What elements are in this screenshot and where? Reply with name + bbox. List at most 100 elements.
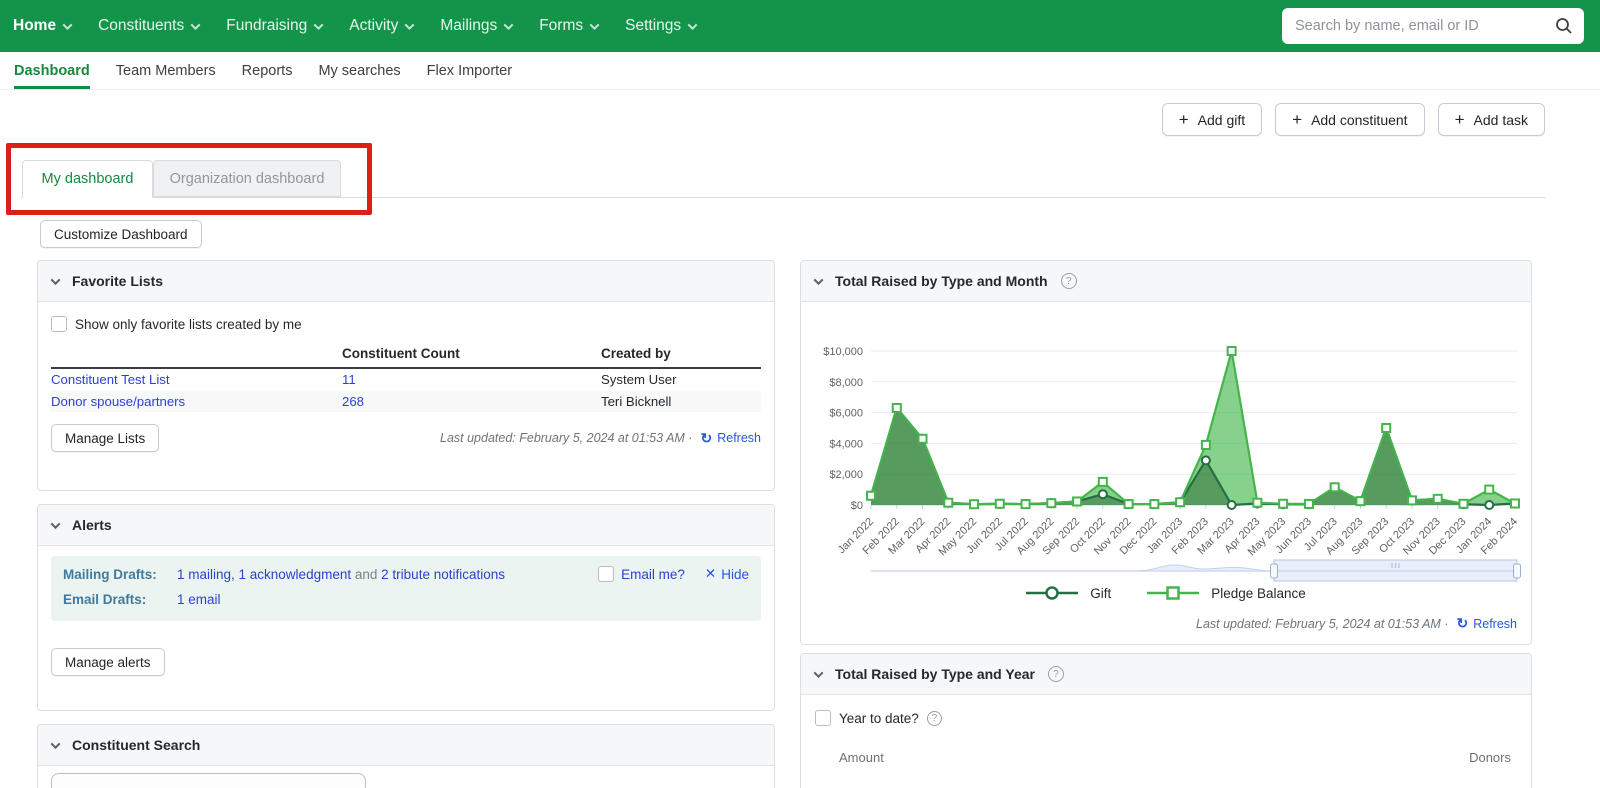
collapse-chevron-icon[interactable] (50, 738, 61, 749)
navigator-handle-left[interactable] (1270, 563, 1278, 579)
favorite-lists-header: Favorite Lists (38, 261, 774, 302)
hide-link[interactable]: ✕ Hide (705, 566, 749, 582)
constituent-count-link[interactable]: 268 (342, 393, 365, 409)
email-drafts-link[interactable]: 1 email (177, 592, 221, 608)
nav-item-home[interactable]: Home (13, 17, 73, 35)
subnav-item-team-members[interactable]: Team Members (115, 62, 216, 79)
subnav-item-dashboard[interactable]: Dashboard (14, 52, 90, 89)
svg-text:$4,000: $4,000 (829, 438, 863, 450)
search-input[interactable] (1282, 8, 1584, 44)
add-task-button[interactable]: + Add task (1437, 103, 1545, 136)
raised-by-year-header: Total Raised by Type and Year ? (801, 654, 1531, 695)
nav-item-fundraising[interactable]: Fundraising (226, 17, 324, 35)
manage-lists-button[interactable]: Manage Lists (51, 424, 160, 452)
legend-pledge-label: Pledge Balance (1211, 585, 1306, 601)
raised-by-month-panel: Total Raised by Type and Month ? $0 $2,00… (800, 260, 1532, 645)
main-nav-items: Home Constituents Fundraising Activity M… (13, 17, 698, 35)
svg-text:$8,000: $8,000 (829, 377, 863, 389)
add-gift-button[interactable]: + Add gift (1161, 103, 1263, 136)
refresh-icon: ↻ (1456, 615, 1469, 631)
alerts-header: Alerts (38, 505, 774, 546)
mailing-drafts-label: Mailing Drafts: (63, 567, 157, 582)
gift-series-icon (1026, 586, 1079, 600)
alerts-panel: Alerts Mailing Drafts: 1 mailing, 1 ackn… (37, 504, 775, 711)
subnav-item-reports[interactable]: Reports (241, 62, 293, 79)
tribute-notifications-link[interactable]: 2 tribute notifications (381, 567, 505, 582)
help-icon[interactable]: ? (1047, 666, 1064, 682)
raised-by-month-chart: $0 $2,000 $4,000 $6,000 $8,000 $10,000 Jan 202… (809, 309, 1525, 566)
list-name-link[interactable]: Donor spouse/partners (51, 393, 186, 409)
collapse-chevron-icon[interactable] (813, 667, 824, 678)
collapse-chevron-icon[interactable] (50, 518, 61, 529)
last-updated-text: Last updated: February 5, 2024 at 01:53 … (1196, 616, 1449, 631)
nav-item-mailings[interactable]: Mailings (440, 17, 514, 35)
refresh-link[interactable]: ↻ Refresh (1456, 615, 1517, 632)
email-me-control[interactable]: Email me? (598, 566, 685, 582)
favorites-filter-checkbox[interactable] (51, 316, 67, 332)
nav-item-constituents[interactable]: Constituents (98, 17, 201, 35)
email-drafts-label: Email Drafts: (63, 592, 147, 608)
chevron-down-icon (62, 19, 73, 30)
favorites-table: Constituent Count Created by Constituent… (51, 346, 761, 412)
hide-label: Hide (721, 566, 749, 582)
dashboard-tabstrip: My dashboard Organization dashboard (21, 160, 1545, 198)
constituent-search-panel: Constituent Search (37, 724, 775, 788)
ytd-checkbox[interactable] (815, 710, 831, 726)
mailing-drafts-link[interactable]: 1 mailing, 1 acknowledgment (177, 567, 352, 582)
subnav-item-my-searches[interactable]: My searches (318, 62, 401, 79)
help-icon[interactable]: ? (1060, 273, 1077, 289)
favorites-table-header: Constituent Count Created by (51, 346, 761, 369)
collapse-chevron-icon[interactable] (813, 274, 824, 285)
chevron-down-icon (404, 19, 415, 30)
nav-item-label: Settings (625, 17, 682, 34)
email-me-label: Email me? (621, 566, 685, 582)
list-name-link[interactable]: Constituent Test List (51, 372, 170, 388)
legend-pledge-balance[interactable]: Pledge Balance (1147, 585, 1306, 601)
subnav-item-flex-importer[interactable]: Flex Importer (426, 62, 513, 79)
collapse-chevron-icon[interactable] (50, 274, 61, 285)
legend-gift-label: Gift (1090, 585, 1112, 601)
nav-item-activity[interactable]: Activity (349, 17, 415, 35)
add-constituent-button[interactable]: + Add constituent (1275, 103, 1425, 136)
refresh-link[interactable]: ↻ Refresh (700, 430, 761, 447)
panel-title: Total Raised by Type and Year (835, 666, 1035, 682)
chevron-down-icon (687, 19, 698, 30)
legend-gift[interactable]: Gift (1026, 585, 1111, 601)
global-search (1282, 8, 1584, 44)
column-header-created-by: Created by (601, 346, 671, 361)
constituent-count-link[interactable]: 11 (342, 372, 356, 388)
svg-text:$2,000: $2,000 (829, 469, 863, 481)
panel-title: Total Raised by Type and Month (835, 273, 1048, 289)
column-header-name (51, 346, 342, 361)
manage-alerts-button[interactable]: Manage alerts (51, 648, 165, 677)
customize-dashboard-button[interactable]: Customize Dashboard (40, 220, 202, 248)
pledge-series-icon (1147, 586, 1200, 600)
nav-item-forms[interactable]: Forms (539, 17, 600, 35)
secondary-nav: Dashboard Team Members Reports My search… (0, 52, 1600, 90)
column-header-count: Constituent Count (342, 346, 460, 361)
search-icon[interactable] (1555, 17, 1573, 35)
tab-my-dashboard[interactable]: My dashboard (22, 160, 153, 198)
constituent-search-input[interactable] (51, 773, 366, 788)
created-by-value: Teri Bicknell (601, 393, 672, 409)
chart-legend: Gift Pledge Balance (801, 585, 1531, 601)
navigator-handle-right[interactable] (1513, 563, 1521, 579)
add-gift-label: Add gift (1197, 111, 1246, 128)
chart-navigator[interactable] (809, 557, 1525, 588)
svg-text:$10,000: $10,000 (823, 346, 863, 358)
raised-by-year-panel: Total Raised by Type and Year ? Year to … (800, 653, 1532, 788)
donors-column-header: Donors (1469, 750, 1511, 765)
tab-organization-dashboard[interactable]: Organization dashboard (153, 160, 341, 197)
email-me-checkbox[interactable] (598, 566, 615, 582)
amount-column-header: Amount (839, 750, 884, 765)
nav-item-label: Activity (349, 17, 399, 34)
help-icon[interactable]: ? (926, 710, 942, 726)
nav-item-label: Constituents (98, 17, 185, 34)
close-icon: ✕ (704, 566, 717, 581)
refresh-icon: ↻ (700, 429, 713, 446)
nav-item-settings[interactable]: Settings (625, 17, 698, 35)
nav-item-label: Home (13, 17, 57, 34)
chevron-down-icon (313, 19, 324, 30)
plus-icon: + (1292, 110, 1303, 129)
created-by-value: System User (601, 372, 677, 388)
